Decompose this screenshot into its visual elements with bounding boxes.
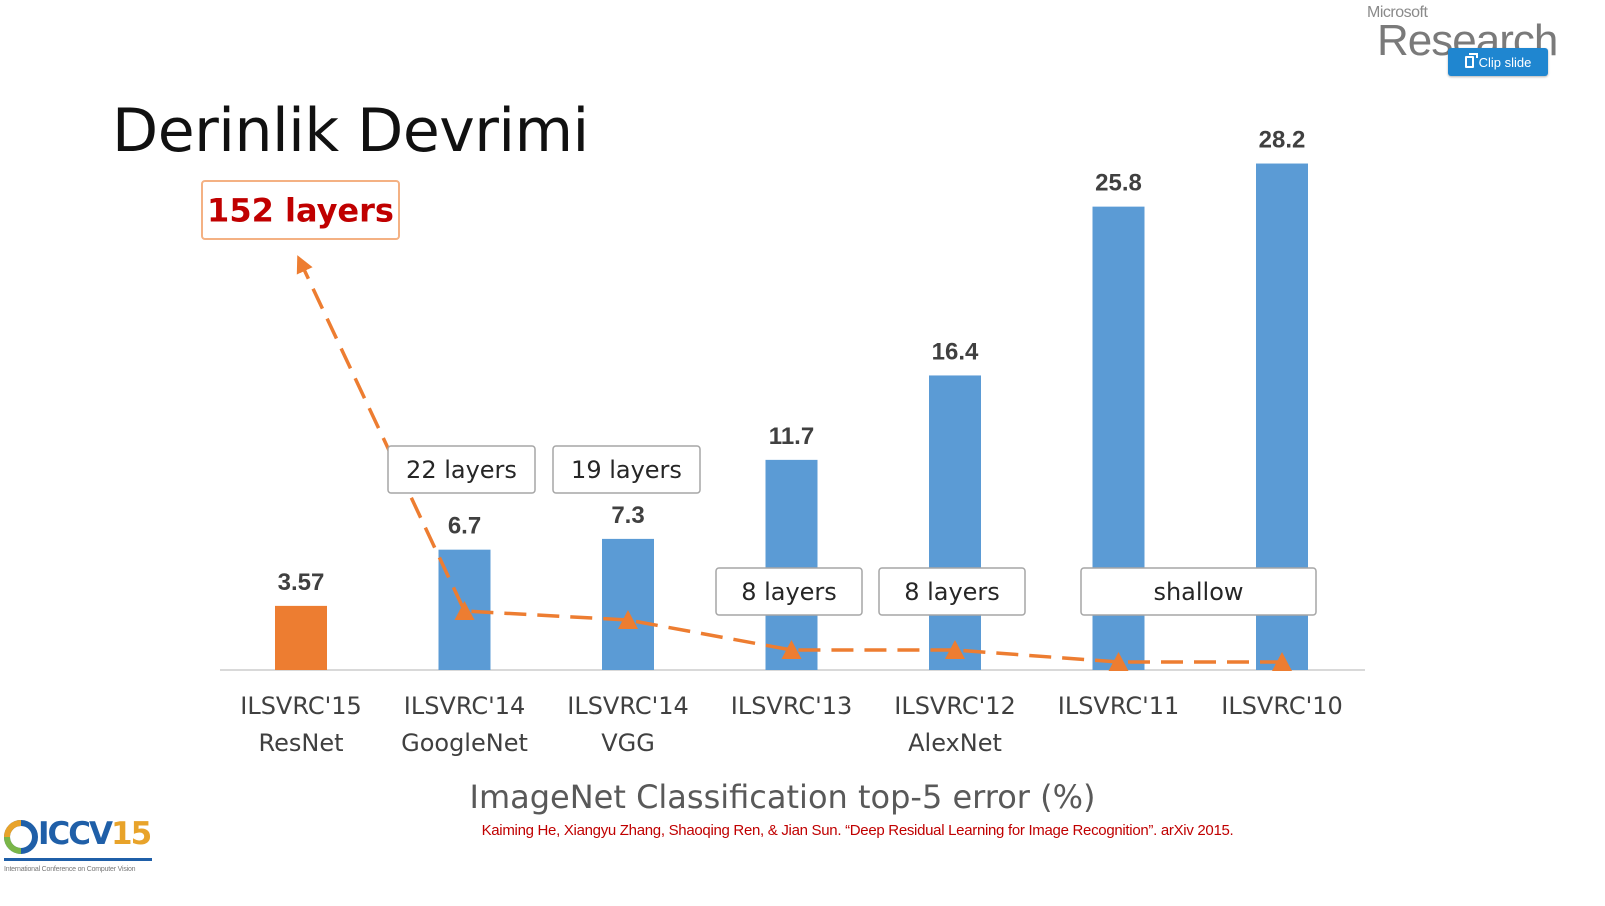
depth-label-text: 8 layers — [904, 578, 1000, 606]
clip-slide-button[interactable]: Clip slide — [1448, 48, 1548, 76]
bar — [602, 538, 654, 670]
depth-label-box: 8 layers — [715, 567, 863, 616]
depth-trend-marker — [945, 640, 965, 659]
depth-label-box: 152 layers — [201, 180, 400, 240]
depth-trend-marker — [781, 640, 802, 659]
bar-value-label: 25.8 — [1095, 170, 1142, 197]
depth-label-text: 152 layers — [207, 192, 394, 230]
citation: Kaiming He, Xiangyu Zhang, Shaoqing Ren,… — [481, 822, 1234, 839]
depth-label-text: shallow — [1153, 578, 1243, 606]
x-tick-label: ILSVRC'12 — [894, 692, 1015, 720]
depth-trend-marker — [1108, 652, 1129, 671]
depth-label-box: 19 layers — [552, 445, 701, 494]
depth-label-box: shallow — [1080, 567, 1317, 616]
bar-value-label: 3.57 — [278, 569, 325, 596]
slide-title: Derinlik Devrimi — [112, 96, 589, 166]
x-tick-label: VGG — [601, 729, 655, 757]
iccv-logo-text: ICCV15 — [38, 816, 152, 852]
bar — [929, 375, 981, 670]
x-tick-label: AlexNet — [908, 729, 1002, 757]
bar-value-label: 7.3 — [611, 502, 644, 529]
iccv-logo-text-b: 15 — [111, 816, 152, 852]
depth-trend-marker — [454, 601, 475, 620]
bar-value-label: 28.2 — [1259, 127, 1306, 154]
depth-label-box: 8 layers — [878, 567, 1026, 616]
x-axis-title: ImageNet Classification top-5 error (%) — [469, 778, 1096, 816]
clip-slide-label: Clip slide — [1478, 54, 1532, 70]
bar — [765, 459, 818, 670]
iccv-logo-rule — [4, 858, 152, 861]
iccv-logo: ICCV15 International Conference on Compu… — [2, 816, 154, 886]
clip-icon — [1464, 53, 1478, 68]
x-tick-label: ILSVRC'11 — [1058, 692, 1179, 720]
depth-label-text: 22 layers — [406, 456, 517, 484]
x-tick-label: ResNet — [259, 729, 344, 757]
x-tick-label: ILSVRC'14 — [404, 692, 525, 720]
bar-value-label: 11.7 — [769, 423, 814, 450]
bar — [275, 605, 327, 670]
depth-trend-marker — [618, 610, 638, 629]
iccv-mark-icon — [4, 820, 38, 854]
iccv-logo-text-a: ICCV — [38, 816, 113, 852]
iccv-logo-subtitle: International Conference on Computer Vis… — [4, 866, 136, 873]
depth-label-box: 22 layers — [387, 445, 536, 494]
x-tick-label: ILSVRC'10 — [1221, 692, 1342, 720]
x-tick-label: ILSVRC'13 — [731, 692, 852, 720]
logo-small-text: Microsoft — [1367, 4, 1428, 21]
depth-trend-marker — [1272, 652, 1292, 671]
depth-label-text: 8 layers — [741, 578, 837, 606]
x-tick-label: ILSVRC'15 — [240, 692, 361, 720]
depth-label-text: 19 layers — [571, 456, 682, 484]
x-tick-label: GoogleNet — [401, 729, 528, 757]
bar-value-label: 16.4 — [932, 338, 979, 365]
bar-value-label: 6.7 — [448, 513, 481, 540]
x-tick-label: ILSVRC'14 — [567, 692, 688, 720]
